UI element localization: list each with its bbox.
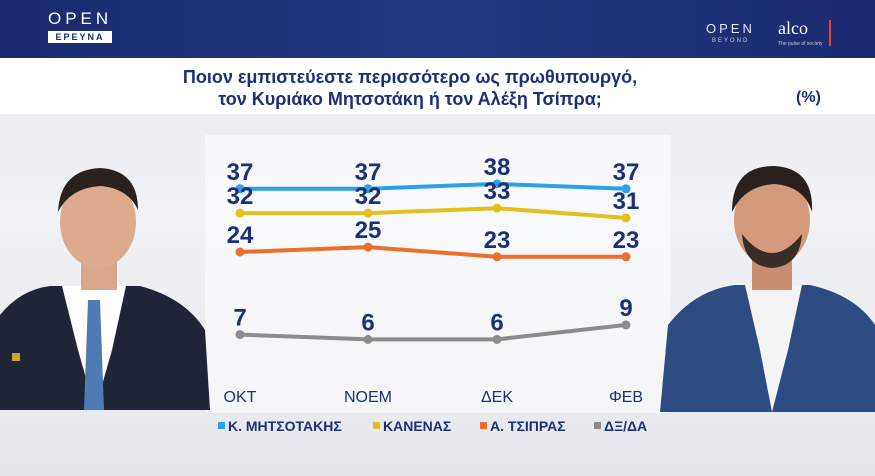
data-point-0-1 — [363, 184, 373, 194]
logo-ereuna-text: ΕΡΕΥΝΑ — [48, 31, 112, 43]
logo-open-text: OPEN — [48, 9, 113, 28]
data-label-0-3: 37 — [613, 159, 640, 186]
legend-label-0: Κ. ΜΗΤΣΟΤΑΚΗΣ — [228, 418, 342, 434]
legend-swatch-1 — [373, 422, 380, 429]
data-label-2-2: 23 — [484, 227, 511, 254]
series-line-2 — [239, 245, 626, 259]
data-point-3-1 — [363, 334, 373, 344]
legend-label-3: ΔΞ/ΔΑ — [604, 418, 647, 434]
data-point-0-0 — [235, 184, 245, 194]
data-label-3-1: 6 — [361, 309, 374, 336]
open-beyond-logo: OPEN — [706, 21, 755, 36]
legend-swatch-0 — [218, 422, 225, 429]
open-beyond-subtitle: BEYOND — [712, 38, 750, 44]
data-label-3-2: 6 — [490, 309, 503, 336]
data-point-2-3 — [621, 252, 631, 262]
series-line-3 — [239, 322, 627, 342]
data-label-1-3: 31 — [613, 188, 640, 215]
title-band — [0, 58, 875, 114]
alco-tagline: The pulse of society — [778, 41, 823, 47]
data-label-0-0: 37 — [227, 159, 254, 186]
data-label-1-1: 32 — [355, 183, 382, 210]
alco-logo: alco — [778, 18, 808, 38]
x-tick-label-0: ΟΚΤ — [224, 389, 257, 406]
data-point-2-1 — [363, 242, 373, 252]
portrait-left — [0, 168, 210, 410]
series-line-1 — [240, 206, 627, 220]
legend-swatch-3 — [594, 422, 601, 429]
header-bar — [0, 0, 875, 58]
legend-swatch-2 — [480, 422, 487, 429]
data-point-2-0 — [235, 247, 245, 257]
open-ereuna-logo: OPEN ΕΡΕΥΝΑ — [48, 10, 112, 43]
data-point-2-2 — [492, 252, 502, 262]
chart-title-line1: Ποιον εμπιστεύεστε περισσότερο ως πρωθυπ… — [182, 67, 638, 87]
x-tick-label-1: ΝΟΕΜ — [344, 389, 392, 406]
data-label-3-3: 9 — [619, 295, 632, 322]
data-point-1-2 — [492, 203, 502, 213]
data-point-1-1 — [363, 208, 373, 218]
data-label-1-2: 33 — [484, 178, 511, 205]
x-tick-label-3: ΦΕΒ — [609, 389, 643, 406]
chart-panel — [205, 135, 670, 413]
data-point-1-0 — [235, 208, 245, 218]
data-label-0-1: 37 — [355, 159, 382, 186]
legend-label-1: ΚΑΝΕΝΑΣ — [383, 418, 451, 434]
data-label-0-2: 38 — [484, 154, 511, 181]
legend-label-2: Α. ΤΣΙΠΡΑΣ — [490, 418, 566, 434]
data-label-2-3: 23 — [613, 227, 640, 254]
unit-label: (%) — [796, 89, 821, 106]
chart-title: Ποιον εμπιστεύεστε περισσότερο ως πρωθυπ… — [140, 66, 680, 110]
portrait-right — [660, 166, 875, 412]
data-point-0-3 — [621, 184, 631, 194]
data-point-3-2 — [492, 334, 502, 344]
data-label-1-0: 32 — [227, 183, 254, 210]
data-point-0-2 — [492, 179, 502, 189]
x-tick-label-2: ΔΕΚ — [481, 389, 513, 406]
data-label-3-0: 7 — [233, 305, 246, 332]
data-label-2-0: 24 — [227, 222, 254, 249]
data-point-1-3 — [621, 213, 631, 223]
data-point-3-3 — [621, 320, 631, 330]
chart-title-line2: τον Κυριάκο Μητσοτάκη ή τον Αλέξη Τσίπρα… — [218, 89, 602, 109]
series-line-0 — [240, 181, 627, 191]
data-label-2-1: 25 — [355, 217, 382, 244]
data-point-3-0 — [235, 330, 245, 340]
alco-accent-bar — [829, 20, 831, 46]
